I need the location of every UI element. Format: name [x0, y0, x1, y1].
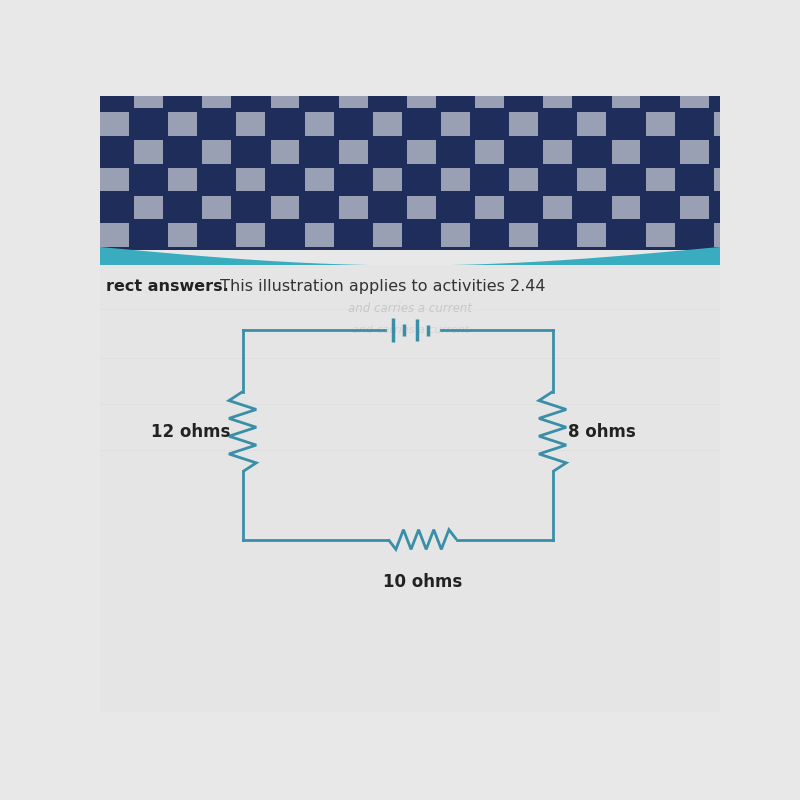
Bar [510, 223, 538, 247]
Bar [134, 85, 163, 108]
Bar [441, 113, 470, 136]
Bar [680, 85, 709, 108]
Bar [578, 223, 606, 247]
Bar [305, 113, 334, 136]
Bar [270, 196, 299, 219]
Bar [134, 140, 163, 164]
Bar [714, 113, 742, 136]
Bar [338, 196, 368, 219]
Bar [202, 85, 231, 108]
Bar [441, 223, 470, 247]
Bar [407, 85, 436, 108]
Text: and carries a current: and carries a current [351, 325, 469, 335]
Bar [100, 223, 129, 247]
Bar [407, 140, 436, 164]
Bar [202, 196, 231, 219]
Bar [168, 113, 197, 136]
Bar [510, 168, 538, 191]
Bar [543, 85, 572, 108]
Bar [646, 113, 674, 136]
Bar [100, 168, 129, 191]
Bar [680, 140, 709, 164]
Text: 10 ohms: 10 ohms [382, 574, 462, 591]
Bar [237, 168, 266, 191]
Bar [373, 223, 402, 247]
Text: rect answers.: rect answers. [106, 279, 229, 294]
Bar [543, 140, 572, 164]
Bar [237, 223, 266, 247]
Bar [100, 266, 720, 712]
Bar [510, 113, 538, 136]
Bar [100, 113, 129, 136]
Bar [475, 140, 504, 164]
Text: This illustration applies to activities 2.44: This illustration applies to activities … [214, 279, 546, 294]
Bar [338, 85, 368, 108]
Bar [475, 85, 504, 108]
Bar [543, 196, 572, 219]
Bar [680, 196, 709, 219]
Bar [338, 140, 368, 164]
Bar [407, 196, 436, 219]
Bar [100, 96, 720, 250]
Bar [441, 168, 470, 191]
Bar [134, 196, 163, 219]
Text: and carries a current: and carries a current [348, 302, 472, 315]
Bar [646, 168, 674, 191]
Bar [646, 223, 674, 247]
Bar [202, 140, 231, 164]
Bar [373, 113, 402, 136]
Bar [270, 85, 299, 108]
Bar [578, 168, 606, 191]
Bar [305, 223, 334, 247]
Bar [611, 196, 641, 219]
Bar [611, 140, 641, 164]
Bar [714, 223, 742, 247]
Bar [611, 85, 641, 108]
Bar [305, 168, 334, 191]
Text: 8 ohms: 8 ohms [568, 422, 636, 441]
Bar [373, 168, 402, 191]
Bar [578, 113, 606, 136]
Polygon shape [100, 247, 720, 298]
Bar [168, 223, 197, 247]
Bar [475, 196, 504, 219]
Text: 12 ohms: 12 ohms [151, 422, 230, 441]
Bar [168, 168, 197, 191]
Bar [237, 113, 266, 136]
Bar [270, 140, 299, 164]
Bar [714, 168, 742, 191]
